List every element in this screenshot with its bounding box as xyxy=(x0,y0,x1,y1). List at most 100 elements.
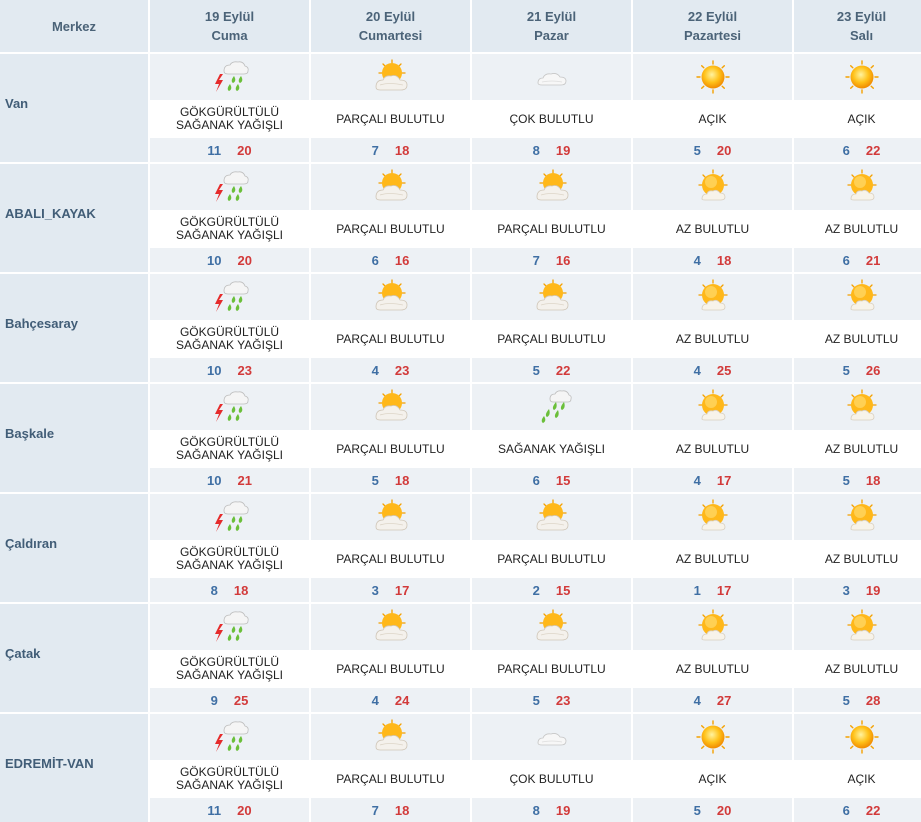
weather-icon-area xyxy=(150,494,309,540)
description-line: SAĞANAK YAĞIŞLI xyxy=(176,668,283,682)
temperature-range: 5 28 xyxy=(794,688,921,712)
thunderstorm-icon xyxy=(210,719,250,755)
weather-description: PARÇALI BULUTLU xyxy=(472,210,631,248)
weather-icon-area xyxy=(311,604,470,650)
temperature-range: 8 19 xyxy=(472,138,631,162)
mostly-sunny-icon xyxy=(842,169,882,205)
weather-description: GÖKGÜRÜLTÜLÜ SAĞANAK YAĞIŞLI xyxy=(150,210,309,248)
forecast-cell: AÇIK 6 22 xyxy=(794,54,921,162)
temperature-range: 5 18 xyxy=(794,468,921,492)
description-line: ÇOK BULUTLU xyxy=(509,111,594,126)
weather-icon-area xyxy=(311,274,470,320)
temperature-range: 10 23 xyxy=(150,358,309,382)
weather-icon-area xyxy=(794,274,921,320)
weather-description: PARÇALI BULUTLU xyxy=(472,540,631,578)
partly-cloudy-icon xyxy=(532,609,572,645)
description-line: AZ BULUTLU xyxy=(675,331,750,346)
weather-description: PARÇALI BULUTLU xyxy=(311,650,470,688)
min-temperature: 7 xyxy=(532,252,540,268)
description-line: GÖKGÜRÜLTÜLÜ xyxy=(179,655,280,669)
max-temperature: 23 xyxy=(237,362,252,378)
max-temperature: 20 xyxy=(237,142,252,158)
temperature-range: 3 17 xyxy=(311,578,470,602)
header-day: 22 Eylül Pazartesi xyxy=(633,0,792,52)
description-line: PARÇALI BULUTLU xyxy=(497,221,606,236)
weather-description: AZ BULUTLU xyxy=(794,540,921,578)
description-line: PARÇALI BULUTLU xyxy=(336,331,445,346)
min-temperature: 6 xyxy=(842,802,850,818)
forecast-cell: PARÇALI BULUTLU 5 22 xyxy=(472,274,631,382)
max-temperature: 23 xyxy=(394,362,410,378)
forecast-cell: AZ BULUTLU 4 17 xyxy=(633,384,792,492)
sunny-icon xyxy=(842,719,882,755)
weather-description: PARÇALI BULUTLU xyxy=(311,320,470,358)
forecast-cell: AÇIK 5 20 xyxy=(633,54,792,162)
city-name: Van xyxy=(0,54,148,162)
description-line: SAĞANAK YAĞIŞLI xyxy=(176,778,283,792)
weather-icon-area xyxy=(794,384,921,430)
min-temperature: 5 xyxy=(842,472,850,488)
city-name: ABALI_KAYAK xyxy=(0,164,148,272)
city-name: Çaldıran xyxy=(0,494,148,602)
header-date: 21 Eylül xyxy=(526,9,577,24)
description-line: GÖKGÜRÜLTÜLÜ xyxy=(179,215,280,229)
weather-icon-area xyxy=(633,714,792,760)
description-line: GÖKGÜRÜLTÜLÜ xyxy=(179,325,280,339)
city-name: Başkale xyxy=(0,384,148,492)
description-line: GÖKGÜRÜLTÜLÜ xyxy=(179,765,280,779)
description-line: PARÇALI BULUTLU xyxy=(497,661,606,676)
temperature-range: 4 18 xyxy=(633,248,792,272)
forecast-cell: AZ BULUTLU 4 25 xyxy=(633,274,792,382)
partly-cloudy-icon xyxy=(371,279,411,315)
min-temperature: 6 xyxy=(532,472,540,488)
min-temperature: 5 xyxy=(371,472,379,488)
max-temperature: 15 xyxy=(555,582,571,598)
description-line: SAĞANAK YAĞIŞLI xyxy=(176,338,283,352)
max-temperature: 28 xyxy=(865,692,881,708)
max-temperature: 20 xyxy=(237,802,252,818)
weather-description: AZ BULUTLU xyxy=(794,650,921,688)
forecast-cell: AZ BULUTLU 4 18 xyxy=(633,164,792,272)
weather-description: AÇIK xyxy=(633,760,792,798)
description-line: PARÇALI BULUTLU xyxy=(336,111,445,126)
header-weekday: Salı xyxy=(849,28,874,43)
description-line: AÇIK xyxy=(847,111,876,126)
forecast-cell: PARÇALI BULUTLU 7 18 xyxy=(311,714,470,822)
sunny-icon xyxy=(693,719,733,755)
description-line: SAĞANAK YAĞIŞLI xyxy=(176,118,283,132)
temperature-range: 4 25 xyxy=(633,358,792,382)
weather-description: PARÇALI BULUTLU xyxy=(311,210,470,248)
min-temperature: 4 xyxy=(693,472,701,488)
thunderstorm-icon xyxy=(210,59,250,95)
temperature-range: 10 20 xyxy=(150,248,309,272)
rain-shower-icon xyxy=(532,389,572,425)
min-temperature: 5 xyxy=(693,142,701,158)
sunny-icon xyxy=(842,59,882,95)
cloudy-icon xyxy=(532,59,572,95)
temperature-range: 7 16 xyxy=(472,248,631,272)
min-temperature: 1 xyxy=(693,582,701,598)
temperature-range: 5 23 xyxy=(472,688,631,712)
partly-cloudy-icon xyxy=(371,389,411,425)
min-temperature: 9 xyxy=(210,692,218,708)
weather-description: AÇIK xyxy=(794,100,921,138)
min-temperature: 8 xyxy=(532,142,540,158)
forecast-cell: AZ BULUTLU 1 17 xyxy=(633,494,792,602)
max-temperature: 16 xyxy=(394,252,410,268)
forecast-cell: GÖKGÜRÜLTÜLÜ SAĞANAK YAĞIŞLI 10 20 xyxy=(150,164,309,272)
description-line: AZ BULUTLU xyxy=(824,551,899,566)
mostly-sunny-icon xyxy=(842,279,882,315)
forecast-cell: PARÇALI BULUTLU 7 16 xyxy=(472,164,631,272)
min-temperature: 5 xyxy=(532,692,540,708)
forecast-cell: AZ BULUTLU 3 19 xyxy=(794,494,921,602)
weather-icon-area xyxy=(633,164,792,210)
min-temperature: 10 xyxy=(207,362,222,378)
description-line: SAĞANAK YAĞIŞLI xyxy=(176,448,283,462)
description-line: AÇIK xyxy=(698,111,727,126)
city-name: Bahçesaray xyxy=(0,274,148,382)
description-line: PARÇALI BULUTLU xyxy=(497,551,606,566)
merkez-label: Merkez xyxy=(51,18,97,34)
forecast-cell: PARÇALI BULUTLU 4 23 xyxy=(311,274,470,382)
city-name: EDREMİT-VAN xyxy=(0,714,148,822)
description-line: AZ BULUTLU xyxy=(675,551,750,566)
